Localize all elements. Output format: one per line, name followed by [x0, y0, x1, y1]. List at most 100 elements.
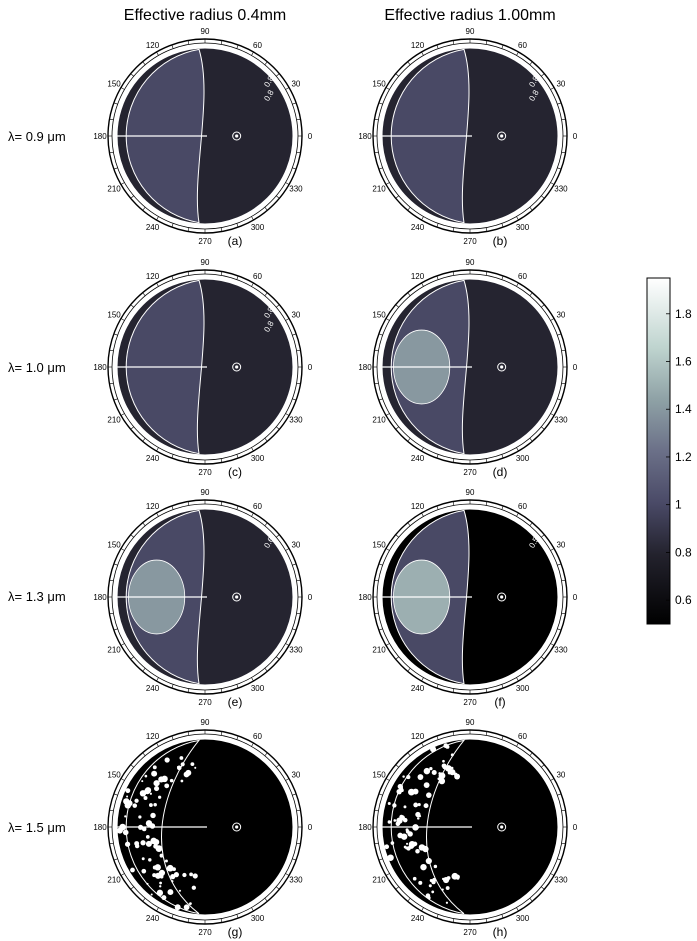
colorbar-tick-label: 1.6 — [675, 355, 692, 369]
speckle-mark — [405, 842, 409, 845]
angle-tick-mark — [142, 752, 146, 756]
angle-tick-mark — [385, 778, 390, 781]
angle-tick-mark — [421, 216, 424, 221]
speckle-mark — [153, 802, 157, 807]
angle-tick-mark — [109, 118, 114, 121]
angle-tick-mark — [452, 501, 455, 506]
angle-tick-label: 0 — [308, 593, 313, 602]
hotspot-contour — [232, 131, 242, 141]
angle-tick-label: 0 — [308, 363, 313, 372]
angle-tick-mark — [120, 182, 125, 185]
speckle-mark — [405, 829, 410, 834]
angle-tick-label: 120 — [411, 272, 425, 281]
angle-tick-mark — [421, 512, 424, 517]
speckle-mark — [442, 876, 450, 884]
angle-tick-mark — [407, 898, 411, 902]
speckle-mark — [412, 876, 417, 881]
hotspot-center — [500, 365, 504, 369]
angle-tick-mark — [374, 118, 379, 121]
speckle-mark — [425, 857, 432, 865]
hotspot-center — [235, 134, 239, 138]
angle-tick-mark — [501, 223, 504, 228]
angle-tick-mark — [171, 223, 174, 228]
angle-tick-mark — [374, 579, 379, 582]
angle-tick-mark — [236, 914, 239, 919]
angle-tick-mark — [285, 778, 290, 781]
angle-tick-mark — [378, 167, 383, 170]
angle-tick-mark — [395, 195, 399, 199]
angle-tick-mark — [436, 735, 439, 740]
angle-tick-mark — [557, 398, 562, 401]
angle-tick-mark — [436, 275, 439, 280]
speckle-mark — [166, 864, 174, 872]
speckle-mark — [413, 802, 419, 808]
speckle-mark — [134, 798, 139, 803]
angle-tick-mark — [501, 914, 504, 919]
angle-tick-mark — [378, 398, 383, 401]
speckle-mark — [408, 788, 415, 796]
speckle-mark — [402, 775, 405, 778]
speckle-mark — [180, 779, 184, 783]
angle-tick-mark — [156, 216, 159, 221]
angle-tick-mark — [109, 349, 114, 352]
angle-tick-mark — [378, 628, 383, 631]
speckle-mark — [152, 873, 157, 878]
speckle-mark — [384, 844, 390, 850]
angle-tick-label: 150 — [107, 541, 121, 550]
angle-tick-mark — [395, 764, 399, 768]
angle-tick-mark — [130, 764, 134, 768]
panel-label: (d) — [493, 465, 508, 479]
speckle-mark — [191, 885, 197, 890]
speckle-mark — [159, 885, 162, 888]
angle-tick-mark — [421, 282, 424, 287]
angle-tick-mark — [557, 167, 562, 170]
angle-tick-mark — [113, 858, 118, 861]
speckle-mark — [433, 864, 438, 869]
angle-tick-label: 240 — [411, 684, 425, 693]
polar-panel-4: 0 30 60 90 120 150 180 210 240 270 300 330 (d) — [358, 258, 577, 479]
speckle-mark — [405, 846, 409, 850]
angle-tick-mark — [378, 793, 383, 796]
angle-tick-label: 180 — [358, 823, 372, 832]
speckle-mark — [441, 763, 447, 769]
angle-tick-label: 210 — [372, 185, 386, 194]
angle-tick-mark — [501, 44, 504, 49]
angle-tick-mark — [109, 842, 114, 845]
hotspot-contour — [497, 822, 507, 832]
angle-tick-mark — [292, 628, 297, 631]
angle-tick-mark — [541, 886, 545, 890]
angle-tick-label: 30 — [556, 80, 565, 89]
angle-tick-mark — [171, 454, 174, 459]
angle-tick-mark — [550, 873, 555, 876]
angle-tick-mark — [436, 684, 439, 689]
angle-tick-mark — [378, 858, 383, 861]
angle-tick-mark — [220, 227, 223, 232]
speckle-mark — [430, 746, 437, 753]
angle-tick-mark — [501, 684, 504, 689]
angle-tick-mark — [436, 44, 439, 49]
angle-tick-mark — [550, 413, 555, 416]
angle-tick-mark — [113, 102, 118, 105]
speckle-mark — [178, 889, 182, 892]
speckle-mark — [431, 769, 437, 776]
angle-tick-mark — [142, 61, 146, 65]
angle-tick-label: 210 — [107, 416, 121, 425]
angle-tick-mark — [561, 612, 566, 615]
speckle-mark — [134, 841, 140, 846]
angle-tick-label: 270 — [463, 468, 477, 477]
angle-tick-mark — [395, 534, 399, 538]
angle-tick-label: 240 — [146, 684, 160, 693]
speckle-mark — [141, 868, 147, 874]
angle-tick-mark — [292, 102, 297, 105]
angle-tick-mark — [276, 73, 280, 77]
angle-tick-mark — [264, 61, 268, 65]
speckle-mark — [150, 893, 153, 896]
speckle-mark — [144, 774, 148, 778]
colorbar-tick-label: 1.4 — [675, 402, 692, 416]
angle-tick-mark — [452, 688, 455, 693]
speckle-mark — [425, 893, 431, 898]
angle-tick-mark — [407, 292, 411, 296]
angle-tick-mark — [292, 167, 297, 170]
angle-tick-label: 270 — [463, 698, 477, 707]
angle-tick-mark — [296, 579, 301, 582]
